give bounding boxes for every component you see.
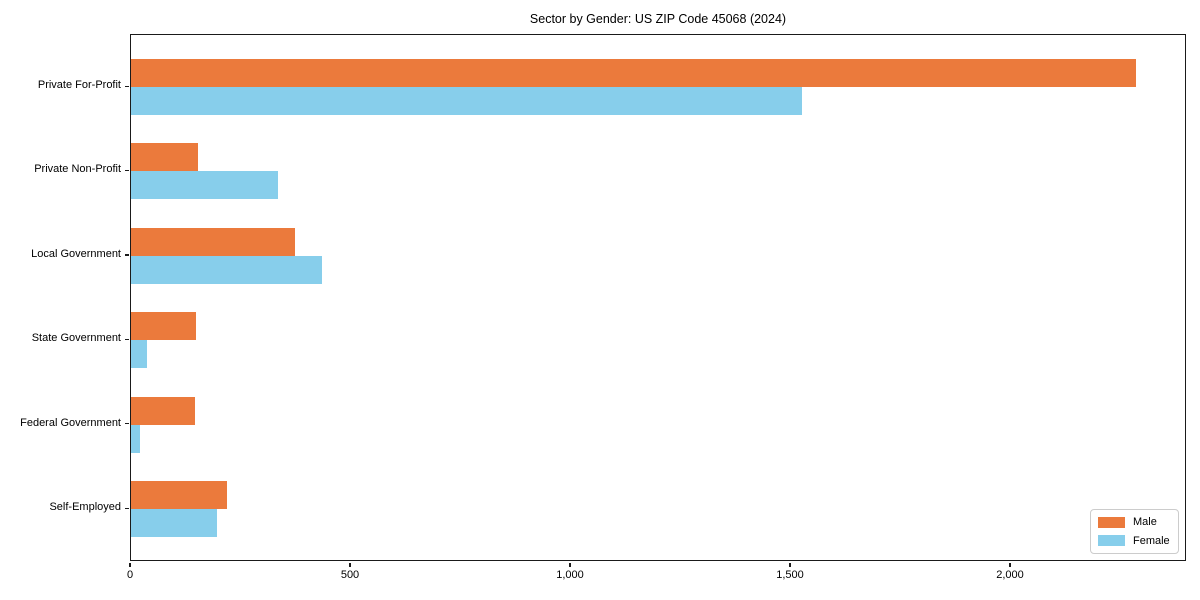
bar-female-state-government: [131, 340, 147, 369]
x-tick-mark: [569, 562, 571, 567]
y-tick-mark: [124, 338, 129, 340]
bar-female-private-non-profit: [131, 171, 279, 200]
x-tick-label: 1,000: [556, 569, 584, 581]
x-tick-label: 500: [340, 569, 360, 581]
y-tick-mark: [124, 85, 129, 87]
legend-entry-female: Female: [1098, 535, 1178, 547]
category-label-private-for-profit: Private For-Profit: [37, 79, 121, 91]
bar-male-private-non-profit: [131, 143, 199, 172]
x-tick-label: 0: [126, 569, 134, 581]
category-label-local-government: Local Government: [31, 247, 121, 260]
bar-male-state-government: [131, 312, 196, 341]
male-swatch: [1098, 516, 1125, 528]
bar-female-private-for-profit: [131, 87, 802, 115]
female-swatch: [1098, 535, 1125, 547]
chart-title: Sector by Gender: US ZIP Code 45068 (202…: [529, 12, 787, 26]
category-label-private-non-profit: Private Non-Profit: [34, 163, 121, 176]
bar-male-private-for-profit: [131, 59, 1137, 87]
bar-male-self-employed: [131, 481, 227, 509]
legend: Male Female: [1090, 509, 1179, 554]
category-label-federal-government: Federal Government: [20, 416, 121, 429]
bar-female-local-government: [131, 255, 323, 284]
legend-label-female: Female: [1133, 534, 1170, 547]
y-tick-mark: [124, 169, 129, 172]
y-tick-mark: [124, 423, 129, 425]
x-tick-mark: [129, 562, 131, 567]
bar-male-local-government: [131, 227, 295, 256]
bar-male-federal-government: [131, 396, 195, 425]
bar-female-self-employed: [131, 509, 217, 537]
y-tick-mark: [124, 507, 129, 509]
x-tick-mark: [1009, 562, 1011, 567]
x-tick-mark: [349, 562, 351, 567]
y-tick-mark: [124, 254, 129, 256]
category-label-state-government: State Government: [31, 332, 121, 345]
x-tick-label: 1,500: [776, 569, 804, 581]
legend-label-male: Male: [1133, 516, 1157, 529]
bar-female-federal-government: [131, 424, 140, 453]
category-label-self-employed: Self-Employed: [49, 501, 121, 513]
plot-area: [130, 34, 1186, 561]
legend-entry-male: Male: [1098, 516, 1178, 528]
x-tick-mark: [789, 562, 791, 567]
x-tick-label: 2,000: [996, 569, 1024, 581]
